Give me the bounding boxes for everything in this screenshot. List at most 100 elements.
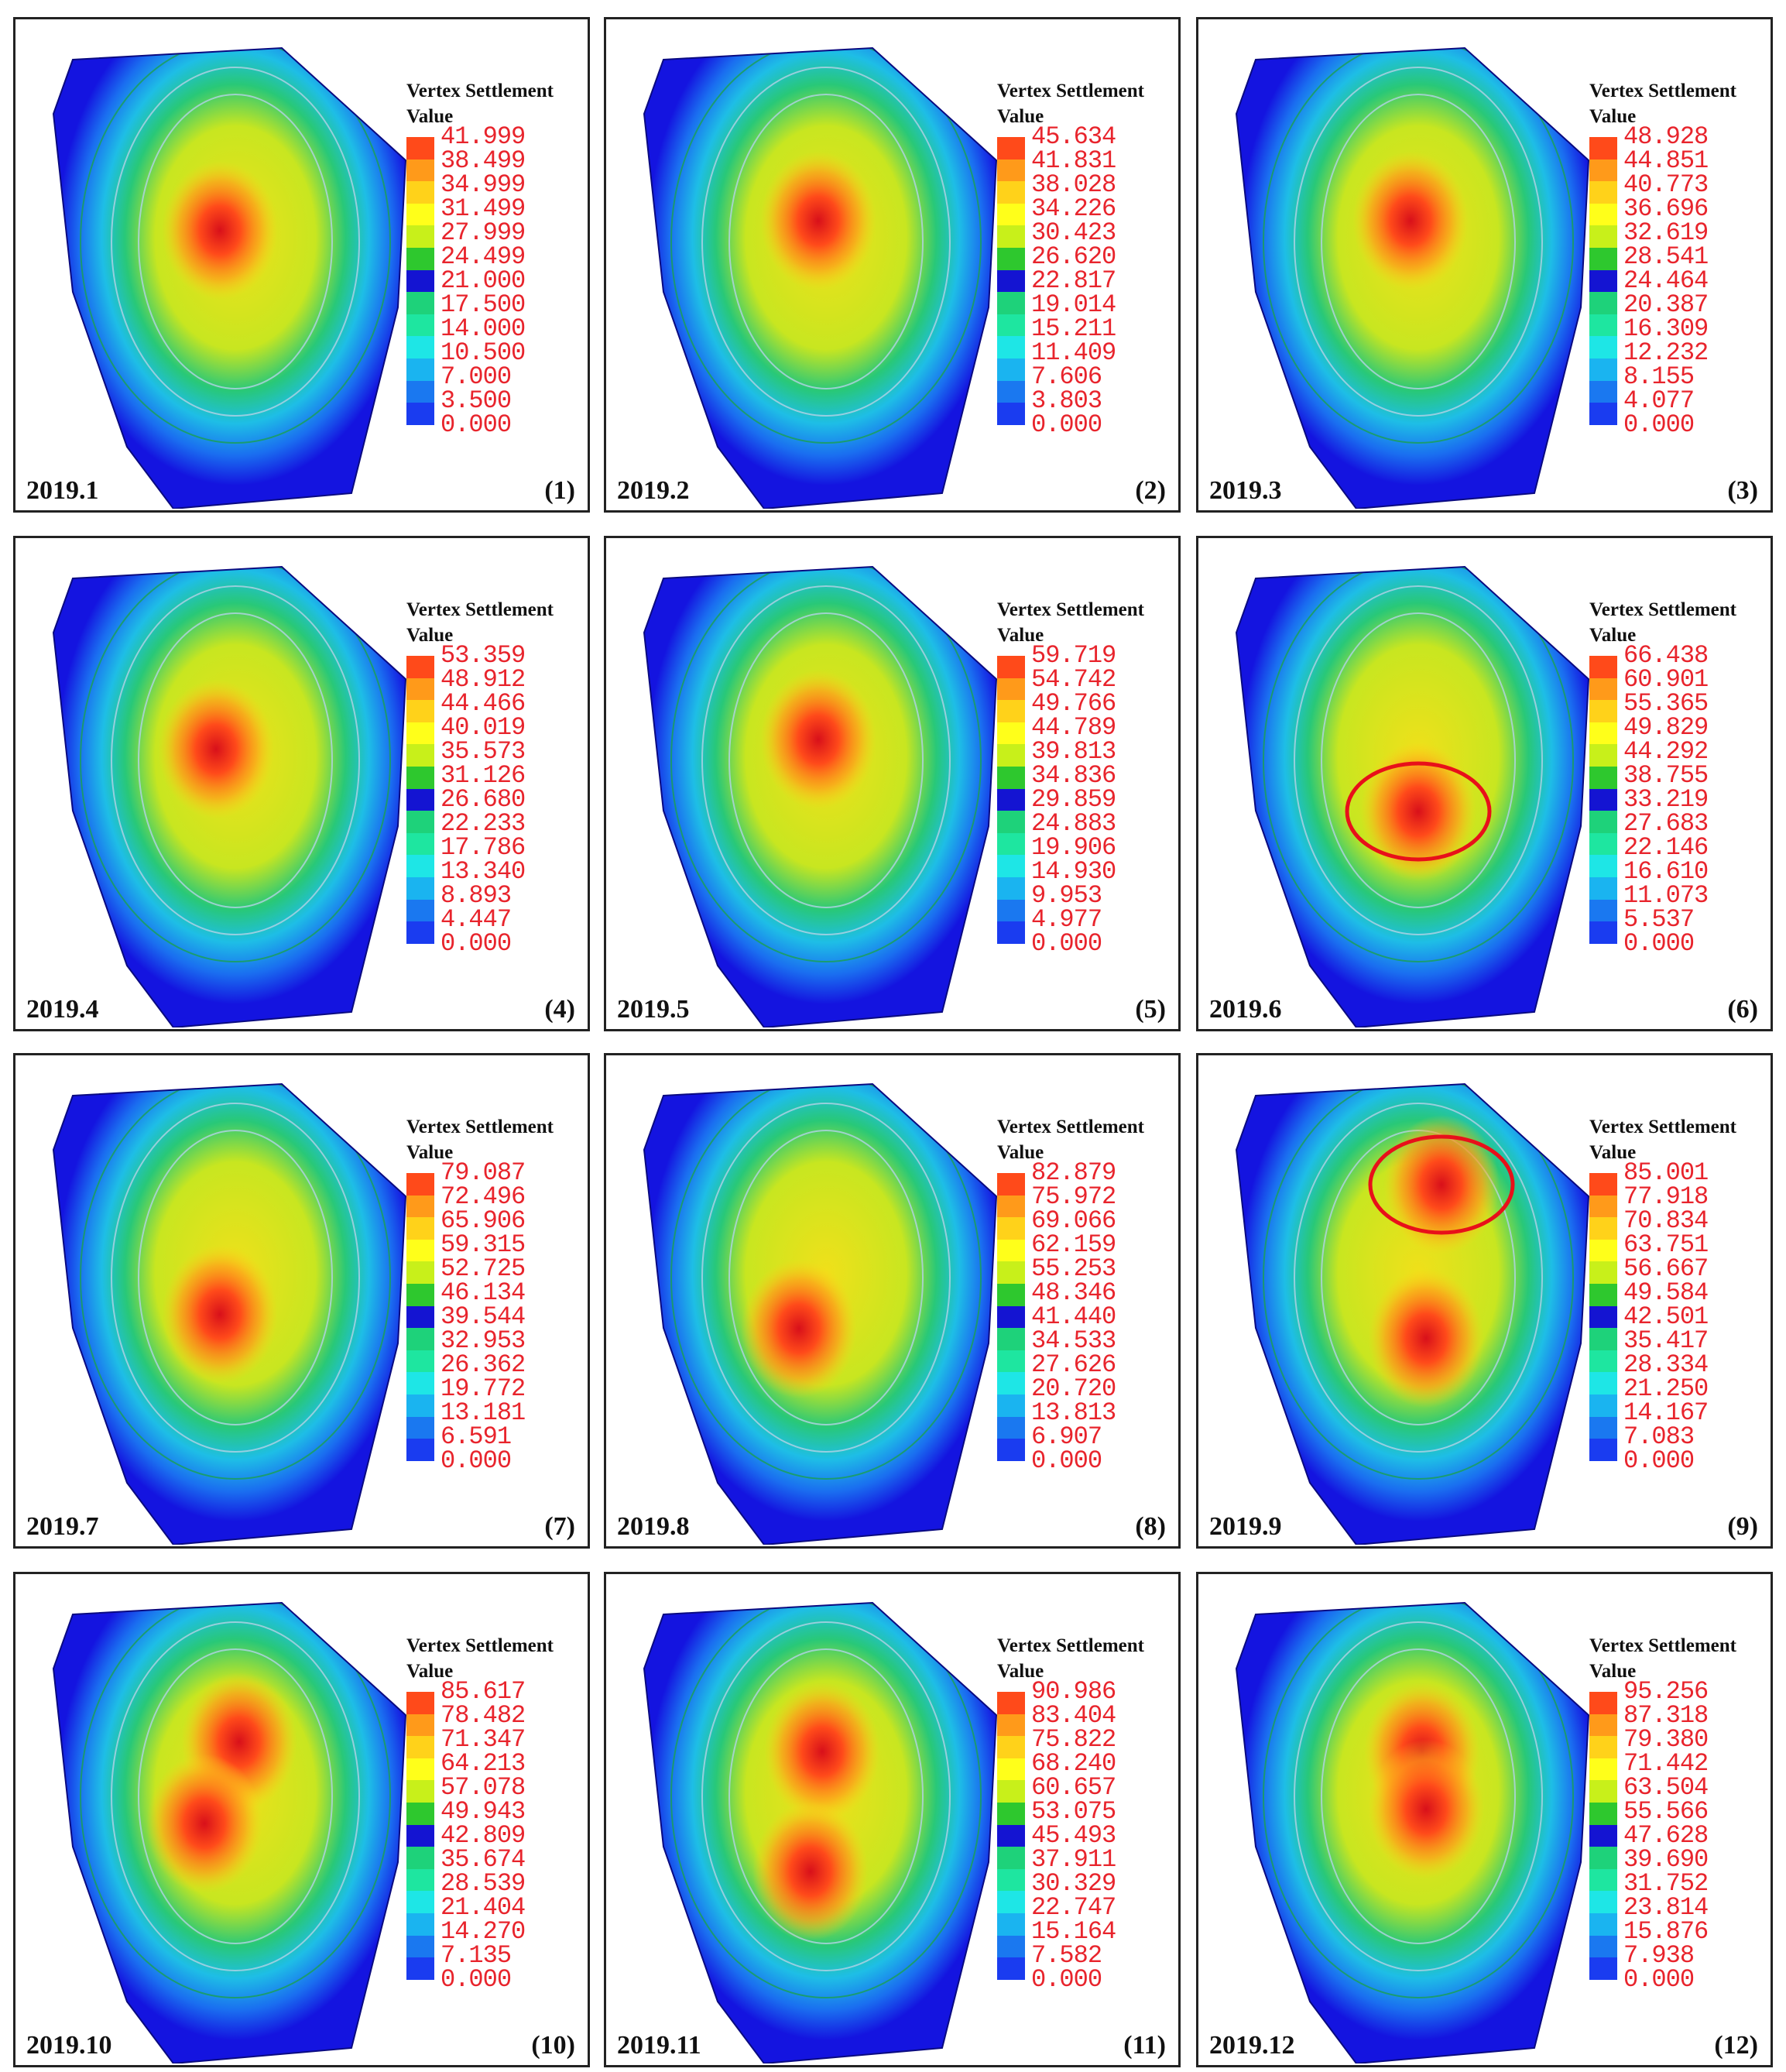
legend-tick-label: 39.690 bbox=[1623, 1845, 1709, 1874]
colorbar-swatch bbox=[997, 811, 1025, 833]
legend-title-line1: Vertex Settlement bbox=[997, 599, 1144, 620]
legend-tick-label: 35.573 bbox=[441, 737, 526, 766]
legend-tick-label: 5.537 bbox=[1623, 905, 1695, 934]
settlement-panel: Vertex Settlement Value 85.001 77.918 70.834… bbox=[1196, 1053, 1773, 1549]
legend-title-line2: Value bbox=[1589, 625, 1637, 646]
colorbar-swatch bbox=[997, 358, 1025, 381]
legend-tick-label: 53.359 bbox=[441, 641, 526, 670]
terrain-outline bbox=[643, 46, 998, 509]
hotspot bbox=[162, 160, 278, 300]
colorbar-swatch bbox=[406, 1217, 434, 1240]
legend-title-line2: Value bbox=[406, 106, 454, 127]
colorbar-swatch bbox=[1589, 1780, 1617, 1803]
legend-tick-label: 17.500 bbox=[441, 290, 526, 319]
legend-tick-label: 87.318 bbox=[1623, 1701, 1709, 1730]
colorbar-swatch bbox=[1589, 1328, 1617, 1350]
date-label: 2019.8 bbox=[617, 1512, 690, 1541]
colorbar-swatch bbox=[1589, 159, 1617, 182]
colorbar-swatch bbox=[997, 1847, 1025, 1869]
legend-title: Vertex Settlement Value bbox=[406, 597, 588, 648]
contour-line bbox=[1263, 1603, 1574, 1998]
legend-tick-label: 0.000 bbox=[1623, 410, 1695, 439]
legend-tick-label: 6.591 bbox=[441, 1422, 512, 1451]
legend-tick-label: 41.440 bbox=[1031, 1302, 1116, 1331]
legend-tick-label: 12.232 bbox=[1623, 338, 1709, 367]
legend-tick-label: 33.219 bbox=[1623, 785, 1709, 814]
legend-title-line1: Vertex Settlement bbox=[1589, 1117, 1736, 1137]
legend-tick-label: 13.181 bbox=[441, 1398, 526, 1427]
colorbar-swatch bbox=[406, 1305, 434, 1329]
legend-tick-label: 26.620 bbox=[1031, 242, 1116, 271]
legend-title-line1: Vertex Settlement bbox=[1589, 81, 1736, 101]
legend-tick-label: 35.417 bbox=[1623, 1326, 1709, 1355]
legend-title: Vertex Settlement Value bbox=[997, 1633, 1178, 1684]
terrain-outline bbox=[1235, 1601, 1590, 2063]
panel-number: (10) bbox=[531, 2031, 575, 2060]
legend-title: Vertex Settlement Value bbox=[406, 1114, 588, 1165]
legend-tick-label: 4.977 bbox=[1031, 905, 1102, 934]
legend-tick-label: 7.135 bbox=[441, 1941, 512, 1970]
legend-tick-label: 48.912 bbox=[441, 665, 526, 694]
colorbar-swatch bbox=[997, 1195, 1025, 1218]
legend-tick-label: 36.696 bbox=[1623, 194, 1709, 223]
legend-title-line2: Value bbox=[997, 106, 1044, 127]
legend-tick-label: 41.999 bbox=[441, 122, 526, 151]
colorbar bbox=[997, 137, 1025, 425]
legend-title-line1: Vertex Settlement bbox=[997, 1117, 1144, 1137]
colorbar bbox=[406, 1173, 434, 1461]
colorbar-swatch bbox=[406, 1891, 434, 1914]
legend-tick-label: 13.813 bbox=[1031, 1398, 1116, 1427]
colorbar-swatch bbox=[1589, 767, 1617, 789]
legend-tick-label: 7.000 bbox=[441, 362, 512, 391]
contour-line bbox=[1263, 48, 1574, 444]
colorbar-swatch bbox=[406, 248, 434, 270]
legend-tick-label: 21.404 bbox=[441, 1893, 526, 1922]
colorbar-swatch bbox=[406, 832, 434, 856]
legend-tick-label: 40.019 bbox=[441, 713, 526, 742]
colorbar-swatch bbox=[1589, 1758, 1617, 1781]
colorbar-swatch bbox=[997, 656, 1025, 678]
colorbar-swatch bbox=[1589, 1394, 1617, 1417]
legend-tick-label: 27.999 bbox=[441, 218, 526, 247]
panel-number: (7) bbox=[544, 1512, 575, 1541]
legend-title: Vertex Settlement Value bbox=[997, 597, 1178, 648]
contour-line bbox=[1294, 67, 1543, 417]
settlement-panel: Vertex Settlement Value 90.986 83.404 75.822… bbox=[604, 1572, 1181, 2067]
colorbar bbox=[1589, 656, 1617, 944]
legend-tick-label: 19.906 bbox=[1031, 833, 1116, 862]
legend-tick-label: 66.438 bbox=[1623, 641, 1709, 670]
contour-line bbox=[80, 48, 391, 444]
panel-number: (9) bbox=[1727, 1512, 1758, 1541]
settlement-map bbox=[1235, 565, 1590, 1027]
colorbar-swatch bbox=[1589, 358, 1617, 381]
colorbar-swatch bbox=[997, 336, 1025, 359]
colorbar-swatch bbox=[1589, 678, 1617, 701]
legend-tick-label: 75.972 bbox=[1031, 1182, 1116, 1211]
legend-tick-label: 19.772 bbox=[441, 1374, 526, 1403]
colorbar-swatch bbox=[406, 1758, 434, 1781]
colorbar-swatch bbox=[406, 403, 434, 425]
legend-tick-label: 39.813 bbox=[1031, 737, 1116, 766]
legend-tick-label: 40.773 bbox=[1623, 170, 1709, 199]
colorbar-swatch bbox=[1589, 1173, 1617, 1196]
colorbar-swatch bbox=[406, 1692, 434, 1714]
colorbar-swatch bbox=[406, 336, 434, 359]
colorbar-swatch bbox=[1589, 855, 1617, 878]
date-label: 2019.6 bbox=[1209, 995, 1282, 1024]
colorbar bbox=[997, 1173, 1025, 1461]
colorbar-swatch bbox=[406, 314, 434, 337]
colorbar-swatch bbox=[1589, 403, 1617, 425]
panel-number: (11) bbox=[1123, 2031, 1166, 2060]
legend-tick-label: 70.834 bbox=[1623, 1206, 1709, 1235]
colorbar-swatch bbox=[406, 1913, 434, 1936]
settlement-map bbox=[52, 565, 407, 1027]
date-label: 2019.11 bbox=[617, 2031, 701, 2060]
legend-tick-label: 15.211 bbox=[1031, 314, 1116, 343]
legend-tick-label: 0.000 bbox=[441, 410, 512, 439]
colorbar-swatch bbox=[1589, 1847, 1617, 1869]
contour-line bbox=[1321, 612, 1516, 908]
colorbar-swatch bbox=[1589, 1350, 1617, 1373]
legend-title-line1: Vertex Settlement bbox=[406, 1117, 554, 1137]
colorbar-swatch bbox=[406, 1394, 434, 1417]
colorbar-swatch bbox=[406, 1868, 434, 1892]
